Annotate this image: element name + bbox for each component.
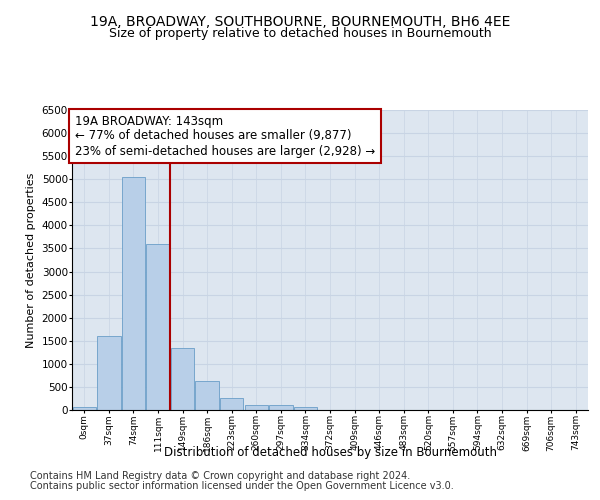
Bar <box>269 406 293 410</box>
Text: Contains public sector information licensed under the Open Government Licence v3: Contains public sector information licen… <box>30 481 454 491</box>
Bar <box>220 398 244 410</box>
Bar <box>122 177 145 410</box>
Text: Distribution of detached houses by size in Bournemouth: Distribution of detached houses by size … <box>163 446 497 459</box>
Text: Size of property relative to detached houses in Bournemouth: Size of property relative to detached ho… <box>109 28 491 40</box>
Text: 19A BROADWAY: 143sqm
← 77% of detached houses are smaller (9,877)
23% of semi-de: 19A BROADWAY: 143sqm ← 77% of detached h… <box>74 114 375 158</box>
Bar <box>196 382 219 410</box>
Bar <box>73 408 96 410</box>
Y-axis label: Number of detached properties: Number of detached properties <box>26 172 36 348</box>
Text: Contains HM Land Registry data © Crown copyright and database right 2024.: Contains HM Land Registry data © Crown c… <box>30 471 410 481</box>
Bar <box>97 336 121 410</box>
Text: 19A, BROADWAY, SOUTHBOURNE, BOURNEMOUTH, BH6 4EE: 19A, BROADWAY, SOUTHBOURNE, BOURNEMOUTH,… <box>90 15 510 29</box>
Bar <box>171 348 194 410</box>
Bar <box>146 244 170 410</box>
Bar <box>294 407 317 410</box>
Bar <box>245 404 268 410</box>
